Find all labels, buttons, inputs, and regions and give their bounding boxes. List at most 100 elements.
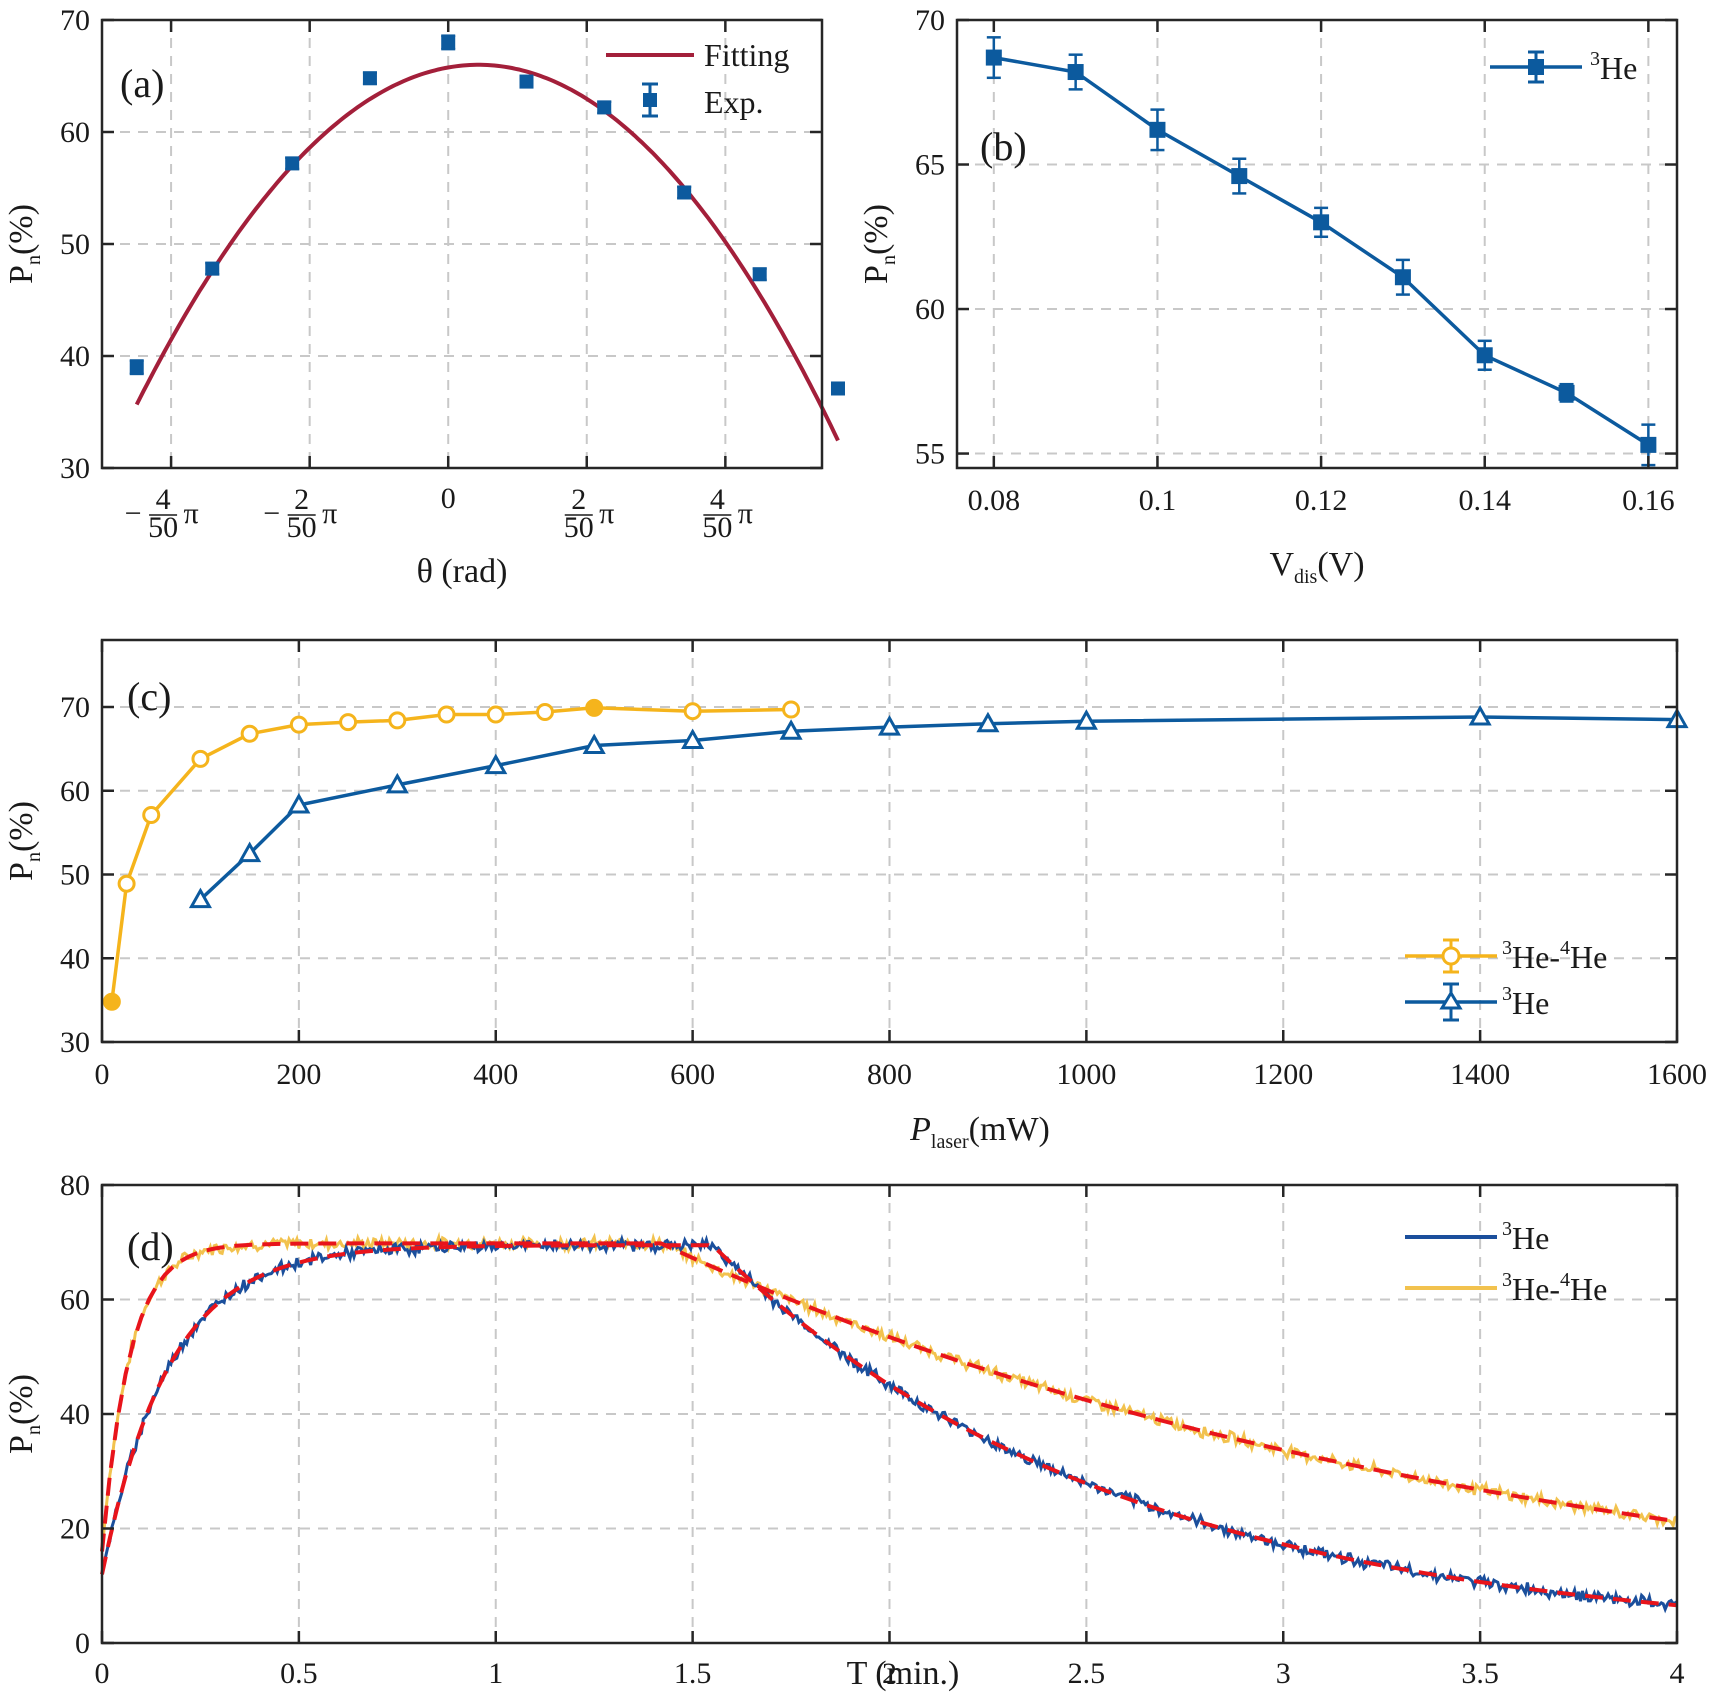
exp-marker (830, 381, 845, 396)
exp-point (362, 71, 377, 86)
ytick-label: 20 (60, 1513, 90, 1546)
circle-marker (535, 703, 554, 722)
panel-a-legend: Fitting Exp. (606, 37, 789, 120)
legend-3he4he-swatch (1405, 938, 1497, 974)
exp-point (519, 74, 534, 89)
panel-d-frame (100, 1183, 1679, 1645)
svg-text:2: 2 (571, 483, 586, 516)
circle-marker (388, 711, 407, 730)
svg-text:π: π (738, 497, 753, 530)
xtick-label: 3 (1276, 1657, 1291, 1690)
exp-marker (205, 261, 220, 276)
xtick-label: 1600 (1647, 1058, 1707, 1091)
fit-dashed-line (100, 1243, 1678, 1608)
triangle-marker (1074, 709, 1098, 730)
exp-point (752, 267, 767, 282)
panel-d-label: (d) (127, 1224, 174, 1269)
square-marker (1231, 168, 1248, 185)
panel-c-ylabel: Pn(%) (3, 801, 45, 881)
legend-3he-swatch (1490, 50, 1582, 84)
panel-a-frame (100, 18, 824, 470)
xtick-label: 400 (473, 1058, 518, 1091)
panel-b-legend: 3He (1490, 48, 1637, 86)
panel-a-ylabel: Pn(%) (3, 204, 45, 284)
panel-c-series (102, 698, 1689, 1011)
panel-b-label: (b) (980, 124, 1027, 169)
fit-dashed-line (100, 1241, 1678, 1552)
circle-marker (683, 702, 702, 721)
circle-marker (339, 713, 358, 732)
ytick-label: 60 (915, 293, 945, 326)
data-point (1067, 53, 1084, 91)
exp-marker (362, 71, 377, 86)
panel-a-label: (a) (120, 61, 164, 106)
svg-text:Plaser(mW): Plaser(mW) (909, 1111, 1050, 1153)
svg-text:4: 4 (710, 483, 725, 516)
square-marker (985, 49, 1002, 66)
svg-text:50: 50 (564, 511, 594, 544)
triangle-marker (1468, 704, 1492, 726)
circle-marker (782, 700, 801, 719)
xtick-label: 1000 (1056, 1058, 1116, 1091)
xtick-label: 600 (670, 1058, 715, 1091)
xtick-label: 3.5 (1461, 1657, 1499, 1690)
square-marker (1476, 347, 1493, 364)
exp-point (441, 34, 456, 51)
exp-point (129, 359, 144, 376)
panel-c-label: (c) (127, 674, 171, 719)
xtick-label: −450 π (125, 483, 199, 544)
series-line (199, 715, 1678, 901)
panel-b-ylabel: Pn(%) (858, 204, 900, 284)
exp-point (597, 100, 612, 115)
svg-text:π: π (599, 497, 614, 530)
triangle-marker (484, 753, 508, 775)
svg-text:π: π (322, 497, 337, 530)
legend-3he4he-d-label: 3He-4He (1502, 1269, 1607, 1307)
panel-d-xlabel: T (min.) (847, 1655, 960, 1692)
exp-marker (752, 267, 767, 282)
data-point (1394, 258, 1411, 296)
ytick-label: 60 (60, 1284, 90, 1317)
svg-text:Pn(%): Pn(%) (3, 204, 45, 284)
xtick-label: 1400 (1450, 1058, 1510, 1091)
xtick-label: 1200 (1253, 1058, 1313, 1091)
square-marker (1149, 121, 1166, 138)
xtick-label: 0.12 (1295, 484, 1348, 517)
ytick-label: 70 (915, 4, 945, 37)
svg-text:4: 4 (156, 483, 171, 516)
legend-3he-c-swatch (1405, 982, 1497, 1022)
xtick-label: 200 (276, 1058, 321, 1091)
panel-b-series (985, 36, 1657, 467)
triangle-marker (238, 841, 262, 863)
svg-text:Pn(%): Pn(%) (3, 1374, 45, 1454)
xtick-label: 2 (882, 1657, 897, 1690)
exp-marker (597, 100, 612, 115)
exp-point (677, 185, 692, 200)
legend-fitting-label: Fitting (704, 37, 789, 73)
xtick-label: 0.08 (968, 484, 1021, 517)
panel-c-xlabel: Plaser(mW) (909, 1111, 1050, 1153)
panel-d-legend: 3He 3He-4He (1405, 1218, 1607, 1307)
panel-c-frame (100, 638, 1679, 1044)
ytick-label: 40 (60, 1398, 90, 1431)
xtick-label: 0 (95, 1058, 110, 1091)
panel-c-legend: 3He-4He 3He (1405, 937, 1607, 1022)
circle-marker (486, 705, 505, 724)
panel-b-xlabel: Vdis(V) (1269, 546, 1364, 588)
xtick-label: 0.5 (280, 1657, 318, 1690)
ytick-label: 55 (915, 438, 945, 471)
panel-a-xlabel: θ (rad) (417, 553, 508, 590)
ytick-label: 40 (60, 340, 90, 373)
fit-curve (134, 62, 840, 442)
ytick-label: 50 (60, 859, 90, 892)
data-point (1231, 157, 1248, 195)
xtick-label: 0 (441, 482, 456, 515)
panel-d-ylabel: Pn(%) (3, 1374, 45, 1454)
exp-marker (519, 74, 534, 89)
ytick-label: 50 (60, 228, 90, 261)
circle-marker (240, 724, 259, 743)
